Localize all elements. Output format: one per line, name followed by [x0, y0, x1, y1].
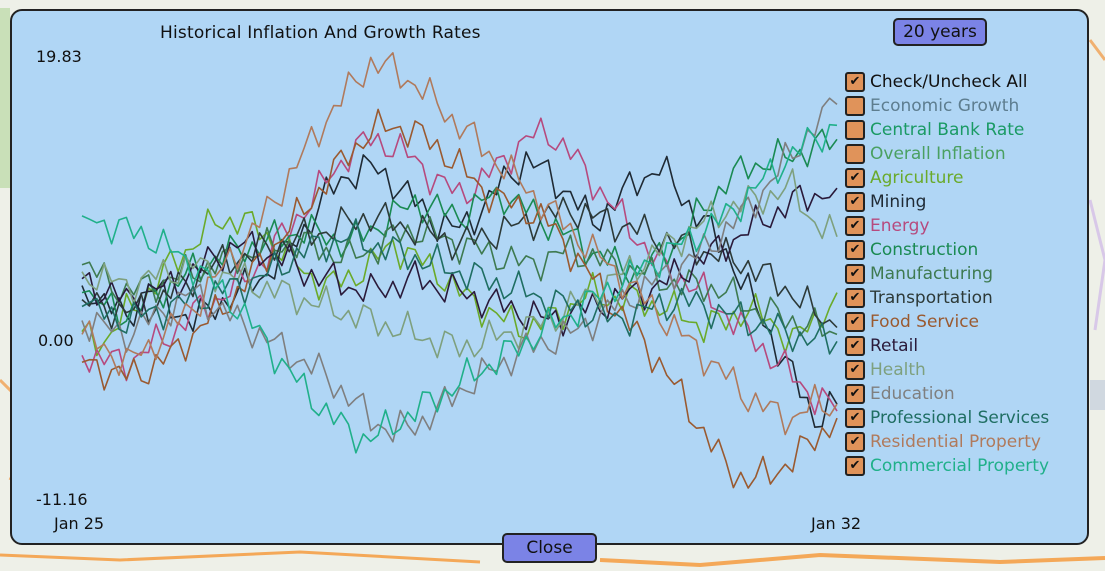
legend-label: Manufacturing [870, 264, 994, 284]
checkbox-checked-icon[interactable]: ✔ [845, 192, 865, 212]
legend-item[interactable]: ✔ Professional Services [845, 406, 1049, 430]
series-line [81, 128, 838, 327]
legend-item[interactable]: ✔ Health [845, 358, 1049, 382]
series-line [81, 123, 838, 454]
legend-label: Mining [870, 192, 927, 212]
chart-title: Historical Inflation And Growth Rates [160, 23, 481, 43]
legend-label: Commercial Property [870, 456, 1050, 476]
series-line [81, 196, 838, 330]
legend-item[interactable]: ✔ Residential Property [845, 430, 1049, 454]
series-line [81, 168, 838, 359]
legend-item[interactable]: ✔ Energy [845, 214, 1049, 238]
legend-label: Health [870, 360, 926, 380]
checkbox-icon[interactable]: ✔ [845, 72, 865, 92]
legend-label: Overall Inflation [870, 144, 1006, 164]
checkbox-checked-icon[interactable]: ✔ [845, 456, 865, 476]
legend-label: Food Service [870, 312, 979, 332]
y-tick-zero: 0.00 [38, 331, 74, 350]
close-button[interactable]: Close [502, 533, 597, 563]
checkbox-checked-icon[interactable]: ✔ [845, 264, 865, 284]
checkbox-checked-icon[interactable]: ✔ [845, 384, 865, 404]
series-line [81, 97, 838, 443]
checkbox-unchecked-icon[interactable] [845, 144, 865, 164]
legend-label: Retail [870, 336, 919, 356]
series-line [81, 108, 838, 489]
legend-item[interactable]: ✔ Transportation [845, 286, 1049, 310]
legend-item[interactable]: ✔ Agriculture [845, 166, 1049, 190]
checkbox-checked-icon[interactable]: ✔ [845, 432, 865, 452]
legend-label: Economic Growth [870, 96, 1020, 116]
y-tick-max: 19.83 [36, 47, 82, 66]
y-tick-min: -11.16 [36, 490, 88, 509]
checkbox-checked-icon[interactable]: ✔ [845, 360, 865, 380]
chart-panel: Historical Inflation And Growth Rates [10, 9, 1089, 545]
checkbox-unchecked-icon[interactable] [845, 120, 865, 140]
checkbox-checked-icon[interactable]: ✔ [845, 216, 865, 236]
x-tick-end: Jan 32 [811, 514, 862, 533]
legend-item[interactable]: ✔ Retail [845, 334, 1049, 358]
time-range-button[interactable]: 20 years [893, 18, 987, 46]
legend-item[interactable]: ✔ Construction [845, 238, 1049, 262]
checkbox-checked-icon[interactable]: ✔ [845, 408, 865, 428]
legend-label: Agriculture [870, 168, 964, 188]
legend-label: Energy [870, 216, 930, 236]
x-tick-start: Jan 25 [54, 514, 105, 533]
legend-item[interactable]: ✔ Manufacturing [845, 262, 1049, 286]
legend-label: Central Bank Rate [870, 120, 1025, 140]
legend-label: Check/Uncheck All [870, 72, 1028, 92]
legend-label: Transportation [870, 288, 993, 308]
legend-item[interactable]: ✔ Education [845, 382, 1049, 406]
legend-toggle-all[interactable]: ✔ Check/Uncheck All [845, 70, 1049, 94]
series-line [81, 184, 838, 337]
series-line [81, 208, 838, 357]
series-line [81, 218, 838, 355]
checkbox-checked-icon[interactable]: ✔ [845, 168, 865, 188]
legend-label: Professional Services [870, 408, 1050, 428]
legend-item[interactable]: Overall Inflation [845, 142, 1049, 166]
series-line [81, 51, 838, 436]
checkbox-checked-icon[interactable]: ✔ [845, 288, 865, 308]
legend-item[interactable]: Economic Growth [845, 94, 1049, 118]
checkbox-unchecked-icon[interactable] [845, 96, 865, 116]
legend-item[interactable]: ✔ Mining [845, 190, 1049, 214]
legend-label: Education [870, 384, 955, 404]
legend: ✔ Check/Uncheck All Economic Growth Centr… [845, 70, 1049, 478]
legend-label: Residential Property [870, 432, 1041, 452]
legend-item[interactable]: ✔ Food Service [845, 310, 1049, 334]
checkbox-checked-icon[interactable]: ✔ [845, 312, 865, 332]
checkbox-checked-icon[interactable]: ✔ [845, 336, 865, 356]
checkbox-checked-icon[interactable]: ✔ [845, 240, 865, 260]
legend-label: Construction [870, 240, 979, 260]
legend-item[interactable]: Central Bank Rate [845, 118, 1049, 142]
legend-item[interactable]: ✔ Commercial Property [845, 454, 1049, 478]
